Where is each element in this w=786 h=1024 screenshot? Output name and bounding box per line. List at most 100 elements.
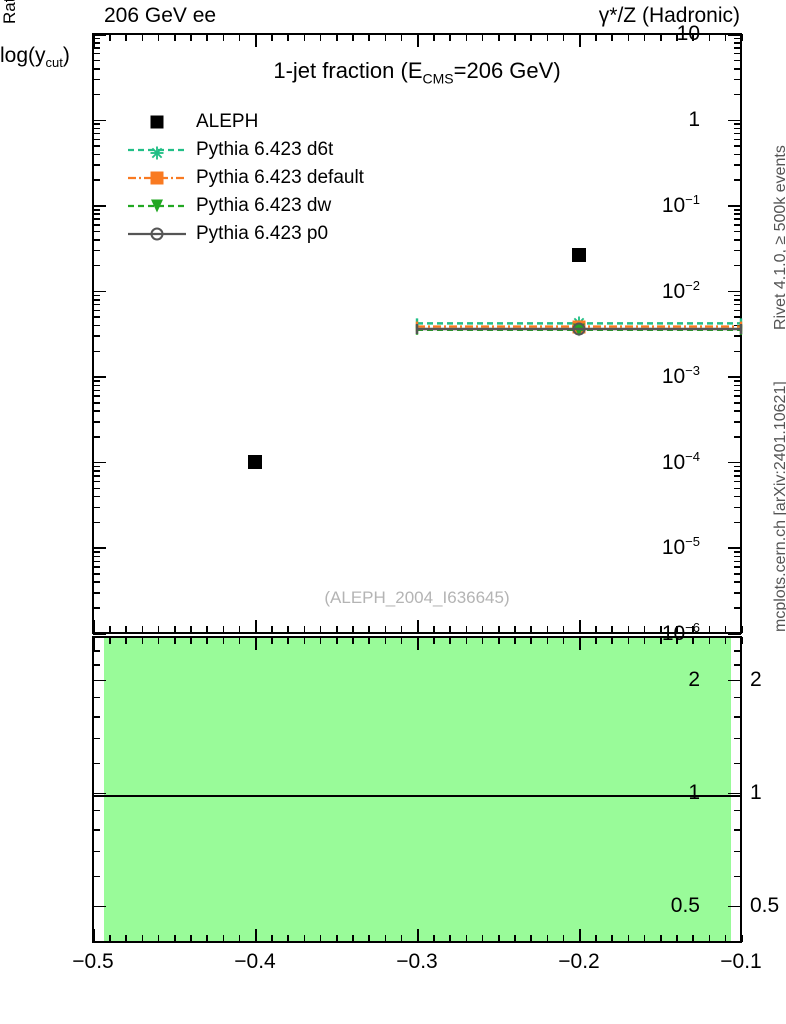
x-tick-bottom xyxy=(708,626,711,633)
ratio-x-tick-bottom xyxy=(611,935,613,942)
ratio-x-tick-bottom xyxy=(109,935,111,942)
header-beam-label: 206 GeV ee xyxy=(104,4,217,27)
y-axis-label: 10−1 xyxy=(661,192,700,218)
y-tick-major xyxy=(93,290,106,293)
y-tick-major-right xyxy=(734,132,741,135)
y-tick-major-right xyxy=(728,205,741,207)
x-tick-top xyxy=(93,34,95,47)
y-tick-major xyxy=(93,42,100,44)
x-tick-bottom xyxy=(741,626,743,633)
ratio-x-tick-bottom xyxy=(287,935,289,942)
x-tick-top xyxy=(303,34,306,41)
ratio-y-tick xyxy=(93,905,106,908)
ratio-x-tick-top xyxy=(190,637,192,644)
x-tick-top xyxy=(562,34,565,41)
y-tick-major xyxy=(93,506,100,509)
x-tick-bottom xyxy=(400,626,403,633)
y-tick-major-right xyxy=(728,633,741,635)
x-tick-bottom xyxy=(238,626,241,633)
ratio-x-tick-bottom xyxy=(627,935,630,942)
y-tick-major-right xyxy=(728,461,741,464)
y-tick-major xyxy=(93,264,100,267)
y-axis-label: 10−4 xyxy=(661,448,700,474)
y-tick-major-right xyxy=(734,164,741,166)
y-tick-major-right xyxy=(734,209,741,211)
ratio-y-tick xyxy=(93,762,100,765)
x-axis-label: −0.5 xyxy=(72,950,114,973)
y-tick-major xyxy=(93,205,106,207)
legend-item-aleph[interactable]: ALEPH xyxy=(128,108,364,136)
x-tick-top xyxy=(708,34,711,41)
x-tick-top xyxy=(287,34,289,41)
ratio-y-tick-right xyxy=(734,696,741,699)
ratio-x-tick-bottom xyxy=(222,935,225,942)
ratio-x-tick-top xyxy=(222,637,225,644)
x-tick-bottom xyxy=(368,626,370,633)
y-tick-major xyxy=(93,607,100,609)
y-tick-major-right xyxy=(734,299,741,301)
y-tick-major-right xyxy=(734,421,741,423)
ratio-x-tick-bottom xyxy=(481,935,484,942)
ratio-y-tick xyxy=(93,850,100,853)
legend-key xyxy=(128,164,186,192)
legend-label: ALEPH xyxy=(196,111,259,132)
y-tick-major xyxy=(93,119,106,122)
y-tick-major-right xyxy=(734,249,741,252)
ratio-x-tick-bottom xyxy=(643,935,646,942)
y-tick-major xyxy=(93,421,100,423)
ratio-x-tick-bottom xyxy=(206,935,208,942)
legend-label: Pythia 6.423 d6t xyxy=(196,139,334,160)
legend-item-pythia-default[interactable]: Pythia 6.423 default xyxy=(128,164,364,192)
ratio-x-tick-bottom xyxy=(174,935,176,942)
ratio-x-tick-bottom xyxy=(660,935,662,942)
y-tick-major-right xyxy=(734,224,741,226)
x-tick-top xyxy=(546,34,549,41)
ratio-x-tick-bottom xyxy=(449,935,451,942)
y-axis-label: 10 xyxy=(676,22,700,45)
ratio-x-tick-bottom xyxy=(400,935,403,942)
ratio-y-tick-right xyxy=(734,664,741,666)
ratio-x-tick-bottom xyxy=(530,935,532,942)
y-tick-major xyxy=(93,303,100,306)
ratio-y-tick-right xyxy=(734,762,741,765)
y-tick-major xyxy=(93,249,100,252)
ratio-x-tick-top xyxy=(238,637,241,644)
y-tick-major-right xyxy=(734,218,741,220)
y-axis-label: 1 xyxy=(688,107,700,131)
legend-item-pythia-dw[interactable]: Pythia 6.423 dw xyxy=(128,192,364,220)
ratio-x-tick-top xyxy=(708,637,711,644)
y-tick-major-right xyxy=(734,402,741,404)
x-tick-bottom xyxy=(255,620,257,633)
ratio-y-tick xyxy=(93,650,100,652)
ratio-y-tick-right xyxy=(734,716,741,718)
ratio-x-tick-bottom xyxy=(238,935,241,942)
ratio-x-tick-top xyxy=(481,637,484,644)
y-tick-major-right xyxy=(734,303,741,306)
y-tick-major-right xyxy=(734,410,741,412)
x-tick-top xyxy=(449,34,451,41)
data-marker-pythia-6-423-p0 xyxy=(572,322,586,336)
ratio-x-tick-top xyxy=(319,637,322,644)
x-tick-bottom xyxy=(595,626,597,633)
x-tick-top xyxy=(611,34,613,41)
y-tick-major xyxy=(93,560,100,563)
legend-marker xyxy=(150,144,164,160)
legend-label: Pythia 6.423 default xyxy=(196,167,364,188)
x-tick-top xyxy=(109,34,111,41)
legend-item-pythia-p0[interactable]: Pythia 6.423 p0 xyxy=(128,220,364,248)
y-tick-major xyxy=(93,581,100,583)
x-tick-top xyxy=(724,34,727,41)
y-tick-major xyxy=(93,402,100,404)
x-tick-top xyxy=(530,34,532,41)
legend-item-pythia-d6t[interactable]: Pythia 6.423 d6t xyxy=(128,136,364,164)
y-axis-label: 10−2 xyxy=(661,277,700,303)
y-tick-major-right xyxy=(734,475,741,477)
x-tick-bottom xyxy=(141,626,144,633)
y-tick-major-right xyxy=(734,551,741,553)
ratio-x-tick-top xyxy=(368,637,370,644)
y-tick-major xyxy=(93,475,100,477)
ratio-x-tick-top xyxy=(562,637,565,644)
y-tick-major-right xyxy=(728,119,741,122)
